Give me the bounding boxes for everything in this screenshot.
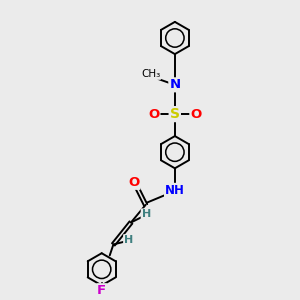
Text: NH: NH bbox=[165, 184, 185, 197]
Text: H: H bbox=[124, 235, 133, 245]
Text: O: O bbox=[148, 108, 159, 121]
Text: H: H bbox=[142, 209, 151, 219]
Text: CH₃: CH₃ bbox=[141, 69, 160, 79]
Text: O: O bbox=[190, 108, 202, 121]
Text: N: N bbox=[169, 78, 181, 91]
Text: S: S bbox=[170, 107, 180, 121]
Text: F: F bbox=[97, 284, 106, 297]
Text: O: O bbox=[128, 176, 140, 189]
